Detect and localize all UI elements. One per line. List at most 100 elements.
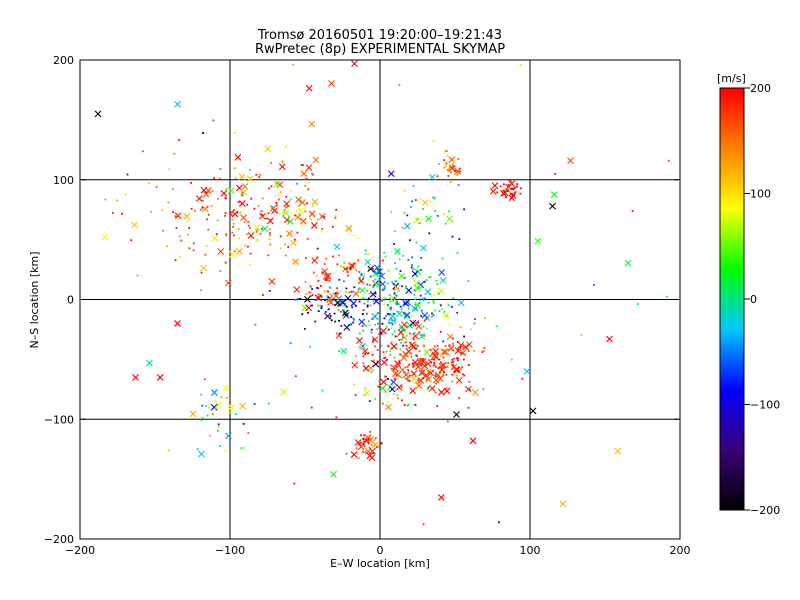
data-point	[451, 235, 454, 238]
data-point	[420, 364, 423, 367]
data-point	[275, 202, 278, 204]
data-point	[434, 371, 442, 379]
data-point	[374, 278, 377, 281]
data-point	[317, 304, 320, 307]
data-point	[301, 313, 304, 316]
data-point	[292, 63, 295, 66]
data-point	[336, 287, 339, 290]
data-point	[319, 304, 322, 307]
data-point	[262, 294, 264, 296]
data-point	[352, 318, 355, 321]
data-point	[192, 249, 195, 252]
data-point	[433, 363, 436, 366]
data-point	[399, 362, 401, 365]
data-point	[215, 233, 218, 236]
data-point	[433, 345, 436, 348]
data-point	[195, 195, 203, 203]
data-point	[421, 333, 423, 336]
x-tick-label: −200	[65, 544, 95, 557]
data-point	[392, 365, 399, 372]
data-point	[366, 283, 369, 286]
data-point	[321, 296, 323, 298]
data-point	[419, 269, 422, 271]
data-point	[200, 393, 203, 396]
data-point	[447, 345, 455, 352]
data-point	[303, 295, 311, 303]
data-point	[179, 255, 182, 258]
data-point	[296, 231, 299, 234]
data-point	[393, 292, 396, 294]
data-point	[446, 365, 449, 368]
data-point	[364, 450, 367, 453]
data-point	[386, 358, 389, 361]
data-point	[220, 396, 223, 399]
data-point	[411, 200, 413, 203]
data-point	[383, 298, 386, 301]
data-point	[309, 345, 311, 348]
data-point	[334, 216, 337, 219]
data-point	[516, 183, 518, 186]
data-point	[361, 325, 364, 328]
data-point	[451, 163, 454, 166]
data-point	[394, 302, 397, 305]
data-point	[402, 344, 405, 347]
data-point	[203, 378, 206, 381]
data-point	[502, 183, 505, 186]
data-point	[387, 269, 390, 272]
data-point	[456, 252, 459, 254]
data-point	[368, 292, 371, 295]
data-point	[381, 402, 384, 405]
data-point	[295, 196, 302, 204]
data-point	[383, 287, 386, 289]
x-axis-label: E–W location [km]	[330, 557, 430, 570]
data-point	[392, 370, 399, 377]
data-point	[412, 338, 415, 341]
data-point	[357, 259, 360, 262]
data-point	[376, 360, 379, 363]
data-point	[367, 440, 370, 443]
data-point	[283, 209, 286, 211]
data-point	[406, 404, 409, 407]
data-point	[519, 187, 522, 190]
data-point	[388, 385, 396, 393]
data-point	[402, 336, 405, 339]
data-point	[419, 294, 422, 297]
data-point	[270, 185, 273, 188]
data-point	[338, 350, 340, 353]
data-point	[202, 190, 210, 198]
data-point	[321, 227, 324, 230]
data-point	[457, 370, 460, 372]
data-point	[412, 185, 415, 187]
data-point	[206, 414, 209, 417]
data-point	[483, 349, 486, 352]
data-point	[298, 204, 301, 207]
data-point	[461, 373, 464, 376]
data-point	[406, 321, 414, 329]
data-point	[404, 341, 407, 344]
data-point	[454, 347, 462, 355]
data-point	[418, 287, 421, 289]
data-point	[378, 326, 381, 329]
data-point	[393, 282, 396, 285]
data-point	[456, 356, 459, 359]
data-point	[441, 257, 444, 260]
data-point	[400, 354, 408, 362]
data-point	[188, 227, 191, 229]
data-point	[380, 298, 383, 301]
data-point	[326, 308, 329, 311]
data-point	[299, 213, 301, 216]
data-point	[460, 368, 462, 371]
data-point	[384, 390, 387, 393]
data-point	[389, 308, 392, 311]
data-point	[442, 374, 445, 377]
data-point	[415, 382, 423, 390]
data-point	[417, 379, 419, 382]
data-point	[454, 173, 457, 175]
data-point	[411, 256, 414, 259]
data-point	[432, 196, 435, 199]
data-point	[190, 181, 193, 184]
data-point	[367, 352, 370, 355]
data-point	[340, 325, 343, 327]
data-point	[637, 303, 639, 306]
data-point	[297, 207, 305, 215]
